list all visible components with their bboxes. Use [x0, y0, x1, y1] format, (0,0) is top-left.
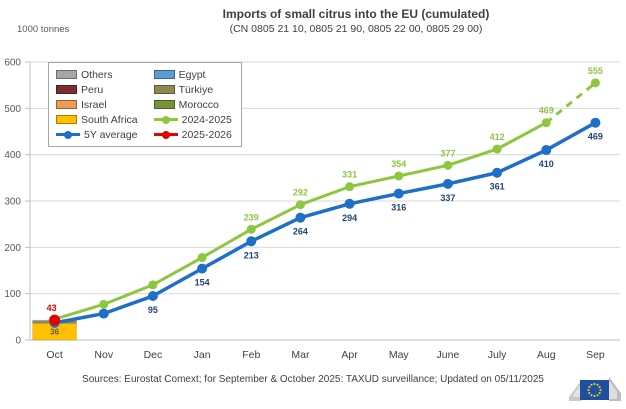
svg-text:May: May — [389, 349, 410, 361]
svg-text:Nov: Nov — [94, 349, 113, 361]
svg-text:July: July — [488, 349, 507, 361]
svg-text:Sep: Sep — [586, 349, 605, 361]
legend-swatch — [153, 70, 175, 79]
x-axis-labels: Oct Nov Dec Jan Feb Mar Apr May June July Aug Sep — [46, 349, 605, 361]
legend-item-south-africa: South Africa — [56, 114, 138, 126]
svg-text:200: 200 — [4, 243, 21, 254]
legend-label: Israel — [81, 98, 107, 111]
svg-text:Jan: Jan — [194, 349, 211, 361]
legend-label: 2025-2026 — [181, 128, 232, 141]
y-axis-unit-label: 1000 tonnes — [17, 24, 70, 35]
legend-item-t-rkiye: Türkiye — [153, 83, 232, 96]
legend-line-marker — [153, 115, 178, 124]
data-label: 239 — [244, 212, 259, 222]
data-label: 337 — [440, 193, 455, 203]
svg-text:400: 400 — [4, 150, 21, 161]
data-label: 213 — [244, 250, 259, 260]
legend-swatch — [56, 100, 77, 109]
data-label: 292 — [293, 188, 308, 198]
data-label: 354 — [391, 159, 406, 169]
data-label: 469 — [588, 132, 603, 142]
series-5y-average: 95 154 213 264 294 316 337 361 410 469 — [49, 117, 603, 328]
data-label: 410 — [539, 159, 554, 169]
legend-label: Morocco — [178, 98, 219, 111]
svg-text:300: 300 — [4, 197, 21, 208]
data-label: 469 — [539, 106, 554, 116]
svg-text:Dec: Dec — [144, 349, 163, 361]
data-label: 361 — [490, 182, 505, 192]
svg-text:June: June — [437, 349, 460, 361]
legend-swatch — [56, 115, 77, 124]
legend-swatch — [153, 100, 175, 109]
svg-text:Mar: Mar — [291, 349, 310, 361]
legend-swatch — [56, 70, 77, 79]
legend-label: Others — [81, 68, 113, 81]
svg-text:600: 600 — [4, 58, 21, 69]
chart-header: Imports of small citrus into the EU (cum… — [86, 7, 626, 36]
legend-item-2025-2026: 2025-2026 — [153, 128, 232, 141]
data-label: 377 — [440, 148, 455, 158]
legend-label: 5Y average — [84, 128, 138, 141]
chart-title: Imports of small citrus into the EU (cum… — [222, 7, 490, 21]
svg-text:Oct: Oct — [46, 349, 62, 361]
svg-text:500: 500 — [4, 104, 21, 115]
legend-label: Peru — [81, 83, 104, 96]
data-label: 412 — [490, 132, 505, 142]
eu-commission-logo — [569, 377, 621, 401]
legend-item-morocco: Morocco — [153, 98, 232, 111]
legend-line-marker — [56, 130, 80, 139]
gridlines: 0 100 200 300 400 500 600 — [4, 58, 620, 347]
legend-item-egypt: Egypt — [153, 68, 232, 81]
source-text: Sources: Eurostat Comext; for September … — [82, 374, 544, 385]
legend-swatch — [56, 85, 77, 94]
legend-item-others: Others — [56, 69, 138, 81]
legend-label: South Africa — [81, 113, 138, 126]
eu-flag — [580, 380, 609, 400]
legend-item-5y-average: 5Y average — [56, 129, 138, 141]
legend-item-2024-2025: 2024-2025 — [153, 113, 232, 126]
data-label: 43 — [47, 303, 57, 313]
legend-label: 2024-2025 — [181, 113, 232, 126]
series-2025-2026: 43 — [47, 303, 61, 326]
legend-swatch — [153, 85, 175, 94]
legend-label: Egypt — [178, 68, 206, 81]
legend: Others Peru Israel South Africa 5Y average Eg… — [48, 62, 242, 147]
data-label: 95 — [148, 305, 158, 315]
legend-label: Türkiye — [178, 83, 214, 96]
svg-text:Feb: Feb — [242, 349, 260, 361]
legend-item-israel: Israel — [56, 99, 138, 111]
legend-line-marker — [153, 130, 178, 139]
data-label: 316 — [391, 203, 406, 213]
data-label: 294 — [342, 213, 357, 223]
svg-text:36: 36 — [50, 328, 59, 337]
eu-flag-stars — [587, 383, 602, 397]
data-label: 264 — [293, 227, 308, 237]
svg-text:Apr: Apr — [341, 349, 358, 361]
legend-item-peru: Peru — [56, 84, 138, 96]
svg-text:0: 0 — [15, 336, 21, 347]
data-label: 331 — [342, 170, 357, 180]
svg-text:Aug: Aug — [537, 349, 556, 361]
svg-text:100: 100 — [4, 289, 21, 300]
chart-subtitle: (CN 0805 21 10, 0805 21 90, 0805 22 00, … — [229, 23, 483, 35]
data-label: 555 — [588, 66, 603, 76]
data-label: 154 — [195, 278, 210, 288]
